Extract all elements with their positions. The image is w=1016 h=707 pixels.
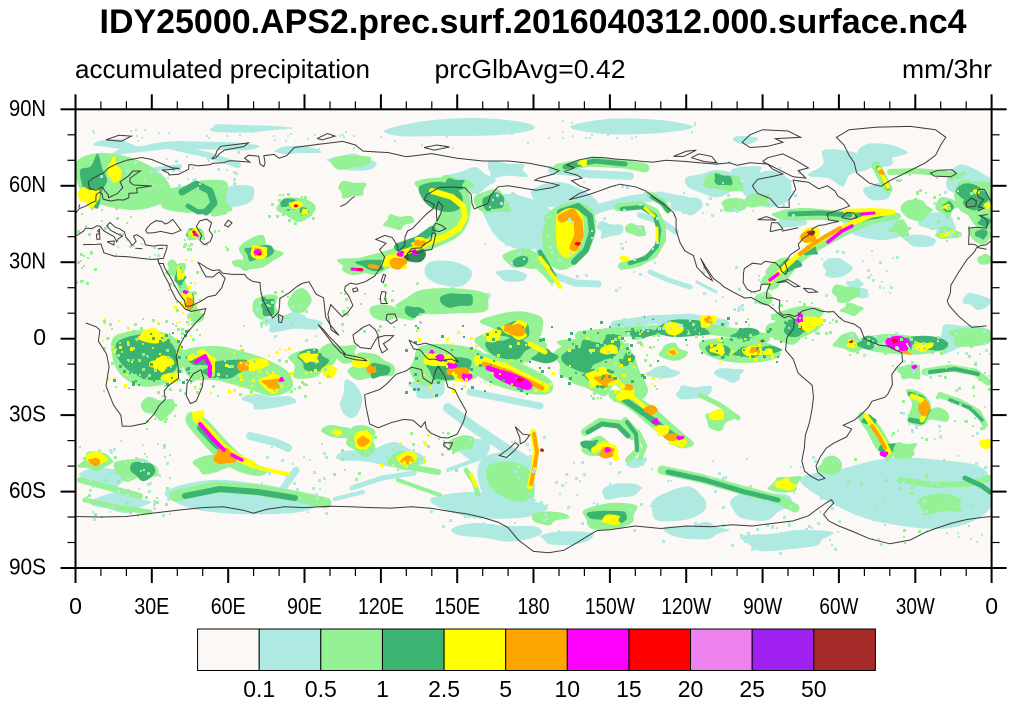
svg-text:2.5: 2.5 (428, 676, 460, 702)
svg-text:60S: 60S (9, 477, 46, 503)
svg-text:90N: 90N (9, 95, 46, 121)
svg-text:90E: 90E (287, 593, 322, 619)
svg-text:150W: 150W (585, 593, 635, 619)
svg-text:prcGlbAvg=0.42: prcGlbAvg=0.42 (435, 54, 626, 84)
svg-text:150E: 150E (434, 593, 480, 619)
svg-text:90W: 90W (743, 593, 782, 619)
svg-text:50: 50 (801, 676, 827, 702)
svg-text:mm/3hr: mm/3hr (902, 54, 992, 84)
svg-text:0.5: 0.5 (305, 676, 337, 702)
svg-text:30S: 30S (9, 401, 46, 427)
svg-text:30N: 30N (9, 248, 46, 274)
svg-text:0: 0 (985, 593, 998, 619)
svg-text:0.1: 0.1 (243, 676, 275, 702)
svg-text:60W: 60W (819, 593, 858, 619)
svg-text:accumulated precipitation: accumulated precipitation (75, 54, 370, 84)
svg-text:90S: 90S (9, 554, 46, 580)
svg-text:1: 1 (376, 676, 389, 702)
svg-text:10: 10 (555, 676, 581, 702)
svg-text:120E: 120E (358, 593, 404, 619)
svg-text:20: 20 (678, 676, 704, 702)
svg-text:15: 15 (616, 676, 642, 702)
svg-text:30W: 30W (896, 593, 935, 619)
svg-text:0: 0 (69, 593, 82, 619)
svg-text:60N: 60N (9, 171, 46, 197)
svg-text:IDY25000.APS2.prec.surf.201604: IDY25000.APS2.prec.surf.2016040312.000.s… (100, 3, 967, 41)
svg-text:0: 0 (33, 324, 46, 350)
svg-text:30E: 30E (134, 593, 169, 619)
svg-text:180: 180 (518, 593, 550, 619)
svg-text:5: 5 (499, 676, 512, 702)
svg-text:25: 25 (739, 676, 765, 702)
svg-text:120W: 120W (661, 593, 711, 619)
svg-text:60E: 60E (211, 593, 246, 619)
